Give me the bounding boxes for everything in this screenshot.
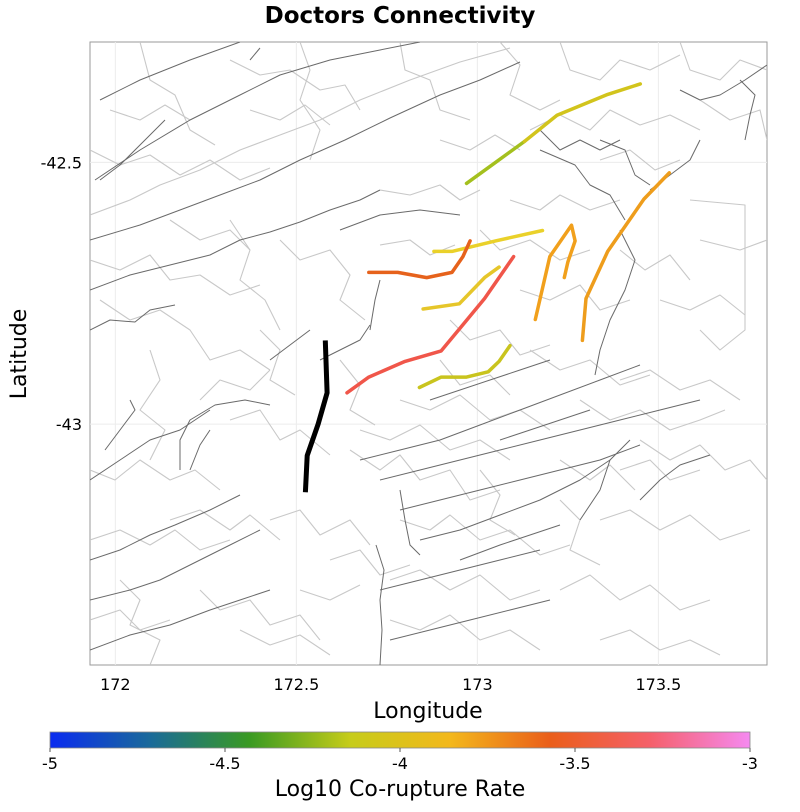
rupture-fault-trace bbox=[533, 223, 577, 322]
rupture-fault-trace bbox=[345, 254, 516, 395]
y-axis-ticks: -42.5 -43 bbox=[41, 153, 82, 434]
x-axis-ticks: 172 172.5 173 173.5 bbox=[100, 675, 681, 694]
rupture-fault-trace bbox=[417, 343, 512, 390]
colorbar-tick-label: -3 bbox=[742, 754, 758, 773]
y-tick-label: -42.5 bbox=[41, 153, 82, 172]
rupture-fault-trace bbox=[367, 239, 472, 280]
rupture-fault-trace bbox=[464, 139, 527, 186]
colorbar bbox=[49, 731, 751, 749]
x-tick-label: 172.5 bbox=[273, 675, 319, 694]
y-tick-label: -43 bbox=[56, 415, 82, 434]
colorbar-label: Log10 Co-rupture Rate bbox=[275, 777, 526, 802]
rupture-fault-trace bbox=[421, 265, 501, 311]
chart-title: Doctors Connectivity bbox=[265, 3, 536, 29]
source-fault-doctors bbox=[302, 340, 330, 493]
colorbar-tick-label: -5 bbox=[42, 754, 58, 773]
x-tick-label: 173 bbox=[462, 675, 493, 694]
colorbar-ticks: -5 -4.5 -4 -3.5 -3 bbox=[42, 748, 758, 773]
colorbar-tick-label: -3.5 bbox=[559, 754, 590, 773]
colorbar-tick-label: -4.5 bbox=[209, 754, 240, 773]
rupture-faults bbox=[302, 82, 672, 493]
background-fault-network bbox=[90, 42, 767, 665]
y-axis-label: Latitude bbox=[7, 309, 32, 400]
colorbar-tick-label: -4 bbox=[392, 754, 408, 773]
x-tick-label: 172 bbox=[100, 675, 131, 694]
x-tick-label: 173.5 bbox=[635, 675, 681, 694]
rupture-fault-trace bbox=[432, 228, 545, 254]
rupture-fault-trace bbox=[580, 171, 672, 343]
x-axis-label: Longitude bbox=[373, 699, 482, 724]
rupture-fault-trace bbox=[522, 82, 643, 144]
